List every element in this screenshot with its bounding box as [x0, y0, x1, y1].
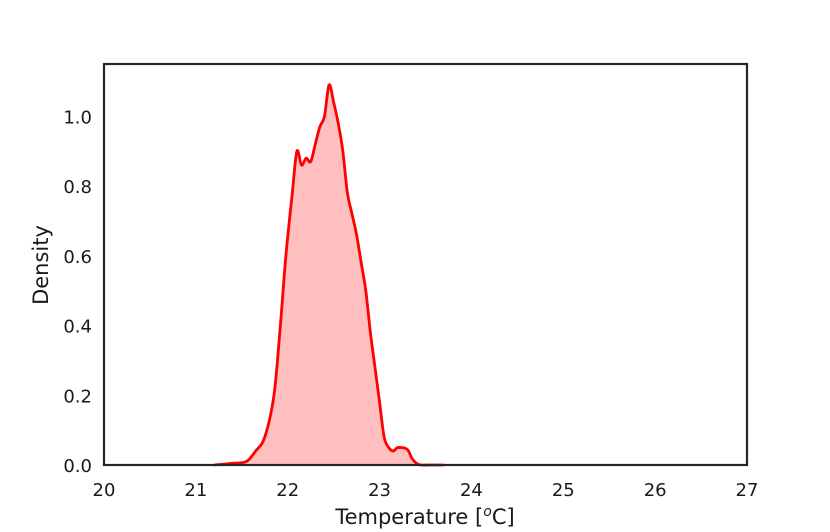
plot-area [214, 83, 444, 467]
y-tick-label: 0.8 [63, 177, 92, 198]
x-tick-label: 25 [552, 480, 575, 501]
x-tick-label: 26 [644, 480, 667, 501]
x-axis-ticks: 20 21 22 23 24 25 26 27 [93, 480, 759, 501]
x-tick-label: 20 [93, 480, 116, 501]
y-tick-label: 1.0 [63, 107, 92, 128]
plot-frame [102, 62, 749, 467]
x-tick-label: 23 [368, 480, 391, 501]
density-curve [214, 83, 444, 467]
y-axis-label: Density [29, 225, 53, 305]
density-area-fill [214, 84, 444, 466]
y-tick-label: 0.6 [63, 247, 92, 268]
y-tick-label: 0.2 [63, 386, 92, 407]
y-axis-ticks: 0.0 0.2 0.4 0.6 0.8 1.0 [63, 107, 92, 477]
x-axis-label: Temperature [oC] [334, 504, 514, 529]
x-tick-label: 21 [184, 480, 207, 501]
x-axis-label-superscript: o [483, 504, 492, 520]
x-tick-label: 27 [736, 480, 759, 501]
y-tick-label: 0.0 [63, 456, 92, 477]
x-tick-label: 24 [460, 480, 483, 501]
x-tick-label: 22 [276, 480, 299, 501]
y-tick-label: 0.4 [63, 317, 92, 338]
